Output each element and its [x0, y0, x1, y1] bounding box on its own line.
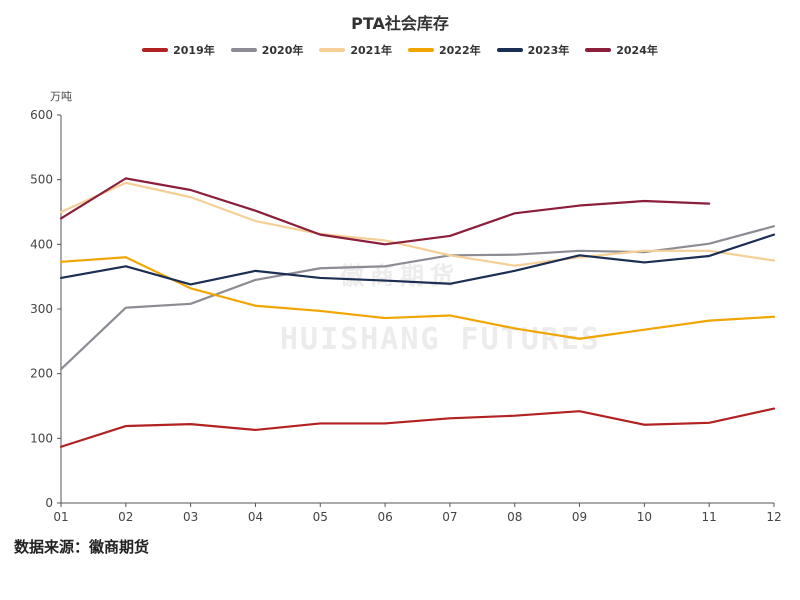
x-tick-label: 08 — [507, 510, 522, 524]
series-line-2021年 — [59, 181, 776, 267]
series-line-2019年 — [59, 407, 776, 448]
x-tick-label: 05 — [313, 510, 328, 524]
series-line-2023年 — [59, 233, 776, 286]
y-tick-label: 600 — [30, 108, 53, 122]
legend-label: 2019年 — [173, 44, 215, 57]
legend-item[interactable]: 2020年 — [230, 42, 304, 58]
legend-swatch — [319, 48, 346, 52]
y-tick-label: 200 — [30, 367, 53, 381]
legend-item[interactable]: 2024年 — [585, 42, 658, 58]
legend-label: 2024年 — [616, 44, 658, 57]
x-tick-label: 04 — [248, 510, 263, 524]
legend-swatch — [585, 48, 612, 52]
legend-label: 2022年 — [439, 44, 481, 57]
x-tick-label: 12 — [766, 510, 781, 524]
x-tick-label: 03 — [183, 510, 198, 524]
x-tick-label: 07 — [442, 510, 457, 524]
legend-item[interactable]: 2022年 — [408, 42, 481, 58]
x-tick-label: 10 — [637, 510, 652, 524]
x-tick-label: 11 — [702, 510, 717, 524]
data-source-note: 数据来源：徽商期货 — [14, 538, 150, 556]
legend-item[interactable]: 2019年 — [142, 42, 215, 58]
y-tick-label: 400 — [30, 237, 53, 251]
legend-swatch — [496, 48, 523, 52]
chart-title: PTA社会库存 — [351, 14, 449, 33]
legend-label: 2020年 — [261, 44, 304, 57]
x-tick-label: 02 — [118, 510, 133, 524]
series-line-2024年 — [59, 177, 711, 246]
y-tick-label: 500 — [30, 173, 53, 187]
y-axis-unit: 万吨 — [50, 90, 72, 103]
x-tick-label: 09 — [572, 510, 587, 524]
series-line-2022年 — [59, 256, 776, 340]
legend-item[interactable]: 2023年 — [496, 42, 570, 58]
y-tick-label: 300 — [30, 302, 53, 316]
watermark-english: HUISHANG FUTURES — [280, 322, 601, 357]
x-tick-label: 01 — [53, 510, 68, 524]
legend-label: 2021年 — [350, 44, 392, 57]
y-tick-label: 0 — [45, 496, 53, 510]
legend-swatch — [142, 48, 169, 52]
legend-label: 2023年 — [527, 44, 570, 57]
legend-item[interactable]: 2021年 — [319, 42, 392, 58]
legend-swatch — [408, 48, 434, 52]
y-tick-label: 100 — [30, 431, 53, 445]
legend-swatch — [230, 48, 257, 52]
chart-legend: 2019年 2020年 2021年 2022年 2023年 2024年 — [0, 42, 800, 58]
x-tick-label: 06 — [377, 510, 392, 524]
